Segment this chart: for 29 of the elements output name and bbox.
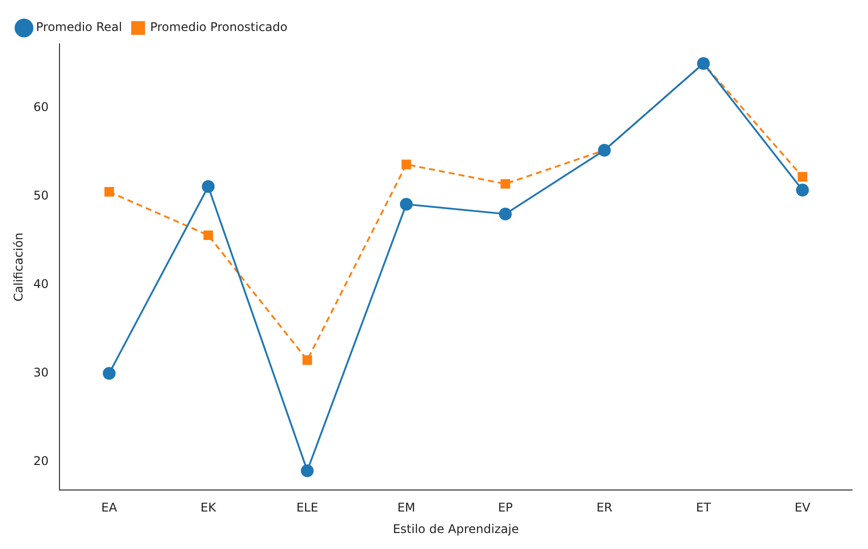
y-tick-label: 40 bbox=[33, 276, 49, 291]
y-tick-label: 30 bbox=[33, 365, 49, 380]
x-tick-label: EP bbox=[498, 500, 513, 515]
x-tick-label: EV bbox=[794, 500, 812, 515]
y-axis-title: Calificación bbox=[11, 232, 26, 302]
x-tick-label: EK bbox=[200, 500, 218, 515]
x-tick-label: ELE bbox=[296, 500, 318, 515]
x-axis-title: Estilo de Aprendizaje bbox=[392, 522, 519, 536]
x-tick-label: ER bbox=[596, 500, 612, 515]
point bbox=[498, 208, 512, 220]
legend-label: Promedio Real bbox=[36, 20, 122, 34]
point bbox=[402, 160, 412, 170]
y-tick-label: 50 bbox=[33, 188, 49, 202]
y-tick-label: 60 bbox=[33, 100, 49, 114]
point bbox=[102, 366, 116, 380]
x-tick-label: ET bbox=[696, 500, 712, 515]
point bbox=[104, 187, 114, 197]
point bbox=[400, 198, 413, 211]
y-tick-label: 20 bbox=[33, 454, 49, 468]
point bbox=[300, 464, 314, 478]
point bbox=[302, 355, 312, 365]
x-tick-label: EA bbox=[101, 500, 118, 515]
legend-label: Promedio Pronosticado bbox=[150, 20, 288, 34]
point bbox=[203, 230, 214, 240]
point bbox=[796, 184, 809, 196]
x-tick-label: EM bbox=[397, 500, 416, 515]
point bbox=[798, 172, 808, 182]
point bbox=[202, 180, 215, 193]
point bbox=[500, 179, 510, 189]
